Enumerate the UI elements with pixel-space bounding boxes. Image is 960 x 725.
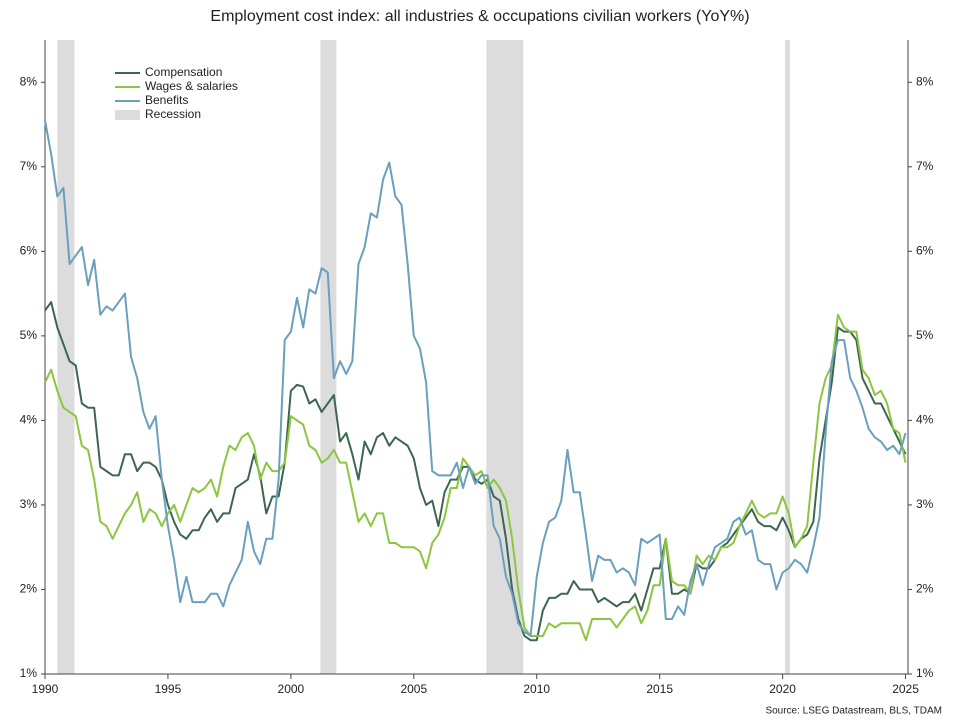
y2-tick-label: 4% bbox=[916, 413, 934, 427]
x-tick-label: 2000 bbox=[278, 682, 305, 696]
legend-label: Benefits bbox=[145, 93, 188, 107]
y2-tick-label: 5% bbox=[916, 328, 934, 342]
y2-tick-label: 6% bbox=[916, 244, 934, 258]
source-note: Source: LSEG Datastream, BLS, TDAM bbox=[765, 706, 942, 717]
y2-tick-label: 1% bbox=[916, 666, 934, 680]
y-tick-label: 6% bbox=[20, 244, 38, 258]
series-line bbox=[44, 313, 907, 642]
recession-band bbox=[785, 40, 790, 674]
x-tick-label: 2005 bbox=[400, 682, 427, 696]
series-line bbox=[44, 301, 907, 642]
recession-band bbox=[320, 40, 337, 674]
legend-label: Compensation bbox=[145, 65, 222, 79]
legend-swatch bbox=[115, 110, 140, 120]
x-tick-label: 1990 bbox=[32, 682, 59, 696]
legend-label: Recession bbox=[145, 107, 201, 121]
chart-title: Employment cost index: all industries & … bbox=[210, 8, 749, 25]
x-tick-label: 2025 bbox=[892, 682, 919, 696]
x-tick-label: 2015 bbox=[646, 682, 673, 696]
y2-tick-label: 7% bbox=[916, 159, 934, 173]
x-tick-label: 2010 bbox=[523, 682, 550, 696]
y2-tick-label: 2% bbox=[916, 582, 934, 596]
y-tick-label: 4% bbox=[20, 413, 38, 427]
y-tick-label: 3% bbox=[20, 497, 38, 511]
y-tick-label: 1% bbox=[20, 666, 38, 680]
y2-tick-label: 8% bbox=[916, 74, 934, 88]
y-tick-label: 5% bbox=[20, 328, 38, 342]
y-tick-label: 7% bbox=[20, 159, 38, 173]
legend-label: Wages & salaries bbox=[145, 79, 238, 93]
x-tick-label: 1995 bbox=[155, 682, 182, 696]
recession-band bbox=[57, 40, 75, 674]
y2-tick-label: 3% bbox=[916, 497, 934, 511]
series-line bbox=[44, 120, 907, 637]
y-tick-label: 8% bbox=[20, 74, 38, 88]
y-tick-label: 2% bbox=[20, 582, 38, 596]
x-tick-label: 2020 bbox=[769, 682, 796, 696]
